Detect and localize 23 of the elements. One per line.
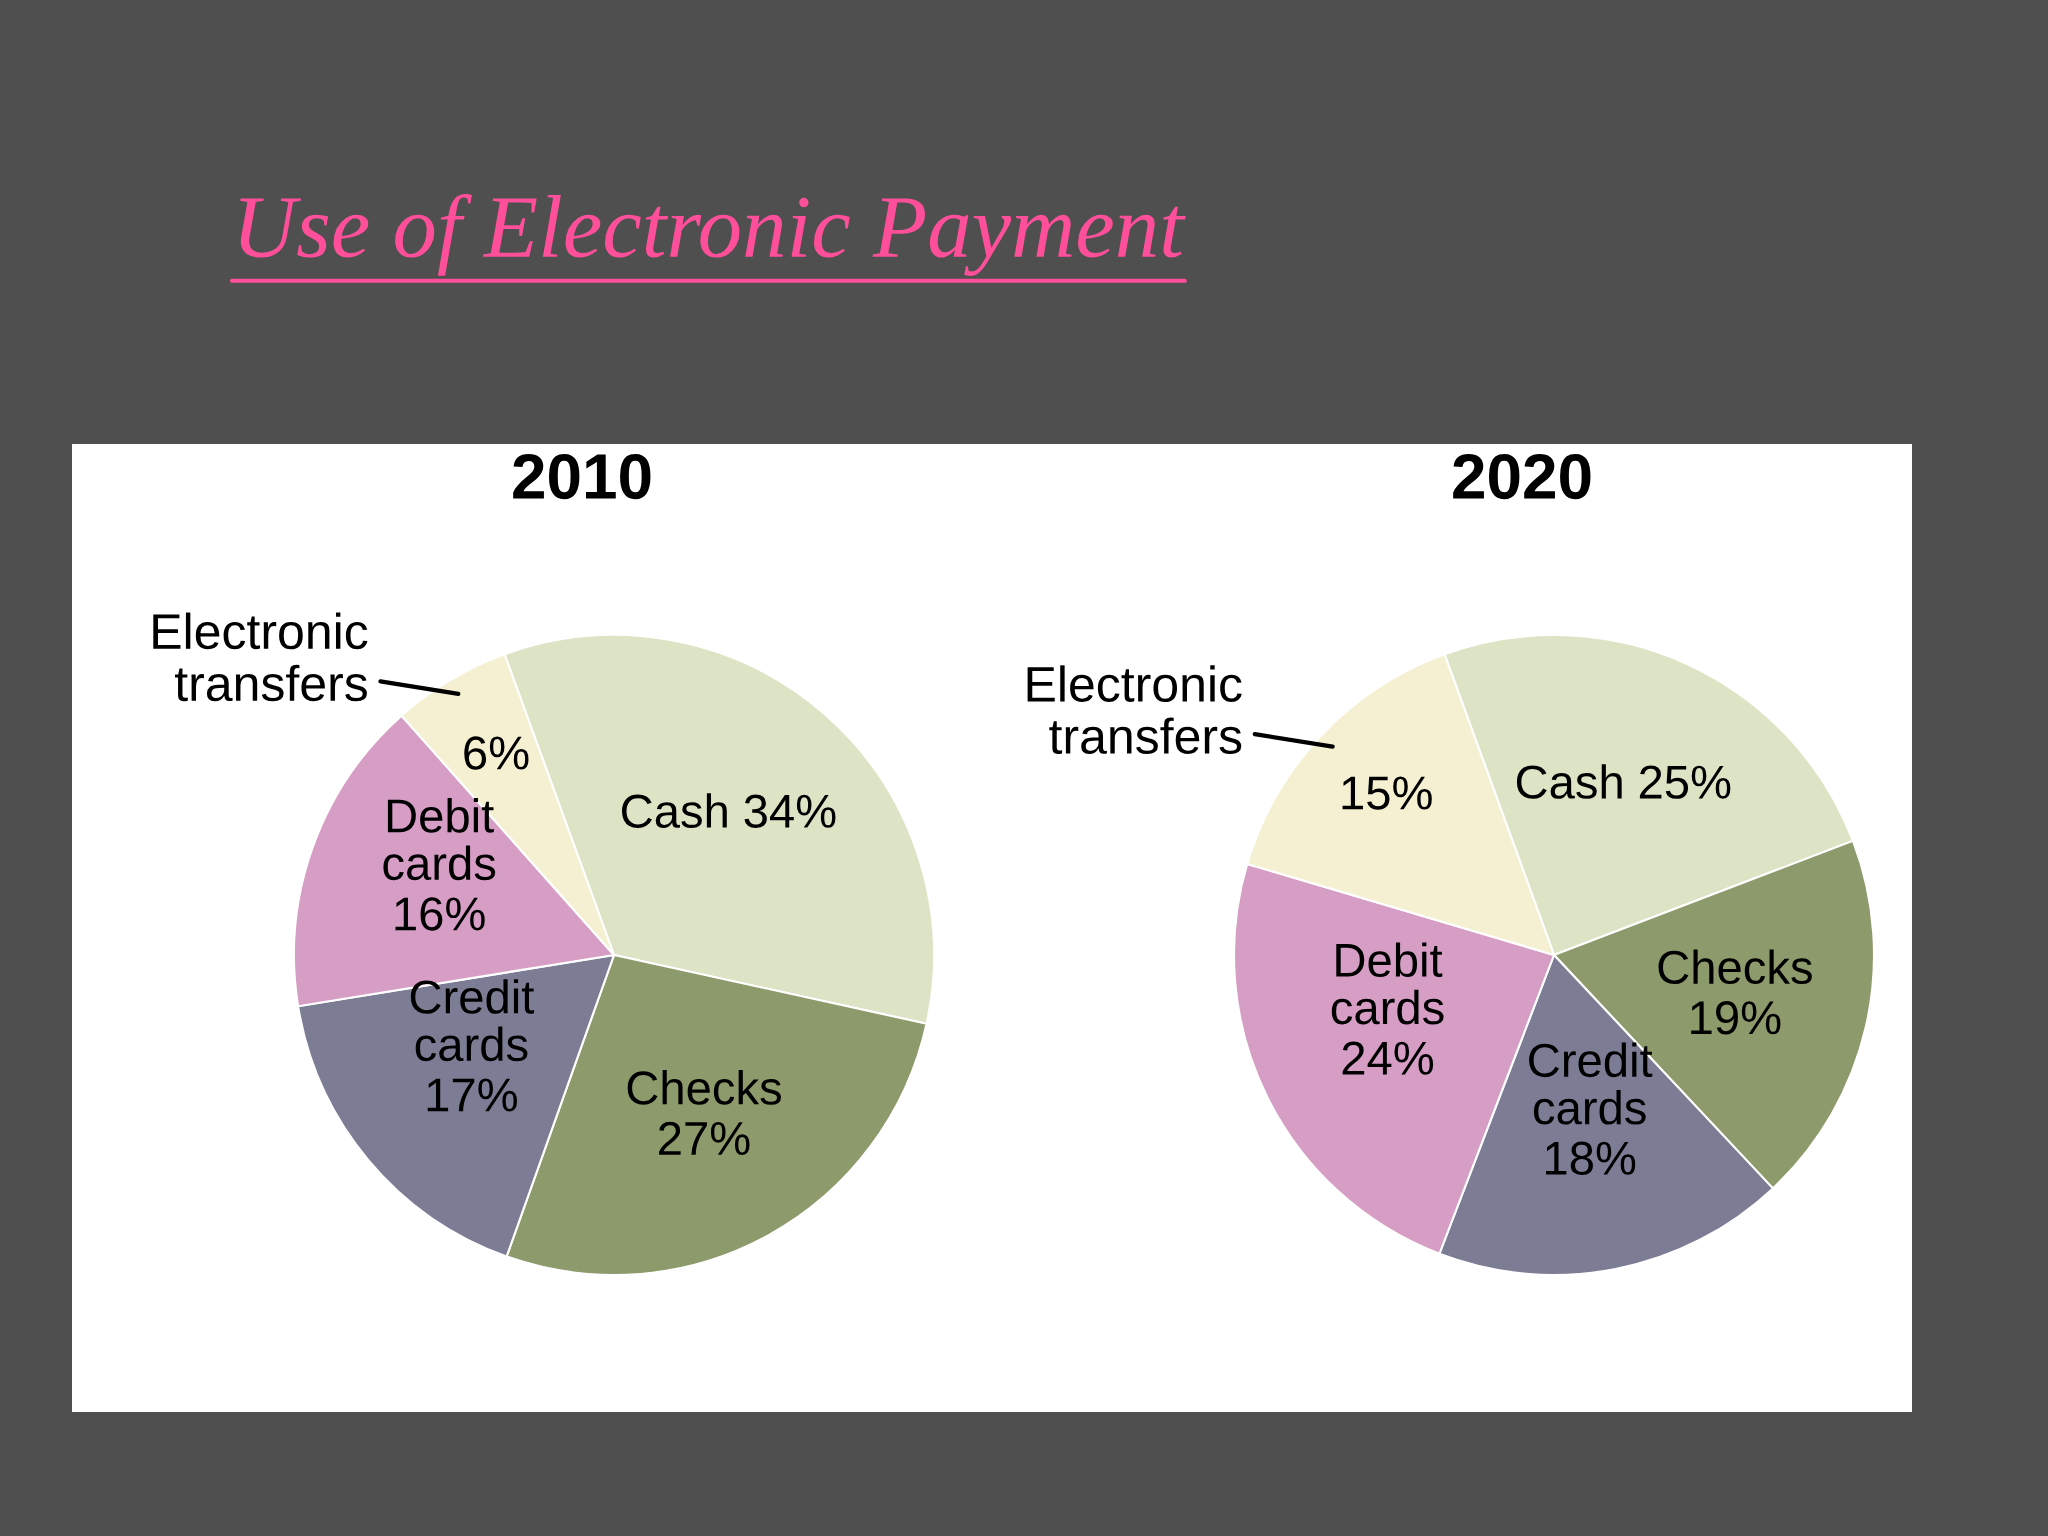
- data-label: 6%: [464, 736, 529, 770]
- slice-label: Credit cards: [410, 979, 535, 1062]
- data-label: 19%: [1691, 1001, 1781, 1035]
- data-label: 34%: [744, 794, 836, 829]
- slice-label: Cash: [1516, 764, 1622, 799]
- chart-title: 2010: [513, 453, 651, 500]
- slice-label: Debit cards: [1331, 942, 1444, 1025]
- data-label: 27%: [659, 1121, 750, 1156]
- slice-label: Cash: [622, 793, 727, 829]
- data-label: 25%: [1639, 765, 1731, 799]
- data-label: 17%: [427, 1078, 517, 1112]
- chart-title: 2020: [1453, 453, 1591, 500]
- slice-label: Electronic transfers: [1027, 665, 1242, 755]
- slice-label: Debit cards: [383, 798, 496, 881]
- data-label: 15%: [1342, 776, 1432, 810]
- slice-label: Checks: [627, 1070, 782, 1105]
- data-label: 16%: [395, 897, 485, 931]
- data-label: 18%: [1546, 1141, 1636, 1176]
- text: Use of Electronic Payment: [240, 194, 1186, 276]
- slice-label: Checks: [1658, 949, 1812, 985]
- slice-label: Credit cards: [1529, 1042, 1653, 1125]
- data-label: 24%: [1342, 1041, 1434, 1075]
- slice-label: Electronic transfers: [153, 612, 368, 702]
